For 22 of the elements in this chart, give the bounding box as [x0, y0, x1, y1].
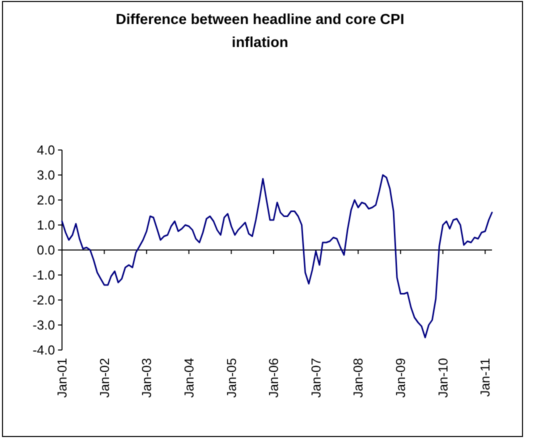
x-tick-label: Jan-09 — [393, 358, 408, 398]
y-tick-label: 4.0 — [36, 142, 55, 158]
y-tick-label: 1.0 — [36, 218, 55, 233]
line-series — [61, 174, 493, 338]
y-tick-label: -1.0 — [32, 268, 55, 283]
chart-title: Difference between headline and core CPI inflation — [116, 12, 404, 51]
x-tick-label: Jan-10 — [435, 358, 450, 398]
x-tick-label: Jan-11 — [478, 358, 493, 397]
x-tick-label: Jan-07 — [308, 358, 324, 398]
y-tick-label: 3.0 — [36, 168, 55, 183]
y-tick-label: 2.0 — [36, 192, 55, 208]
x-tick-label: Jan-02 — [96, 358, 112, 398]
x-tick-label: Jan-05 — [224, 358, 239, 398]
y-tick-label: -3.0 — [32, 318, 55, 333]
y-tick-label: 0.0 — [36, 242, 55, 258]
x-tick-label: Jan-01 — [54, 358, 70, 398]
x-tick-label: Jan-06 — [266, 358, 282, 398]
y-tick-label: -4.0 — [32, 342, 55, 358]
x-tick-label: Jan-04 — [181, 358, 196, 398]
x-tick-label: Jan-03 — [139, 358, 154, 398]
x-tick-label: Jan-08 — [350, 358, 366, 398]
y-tick-label: -2.0 — [32, 292, 55, 308]
